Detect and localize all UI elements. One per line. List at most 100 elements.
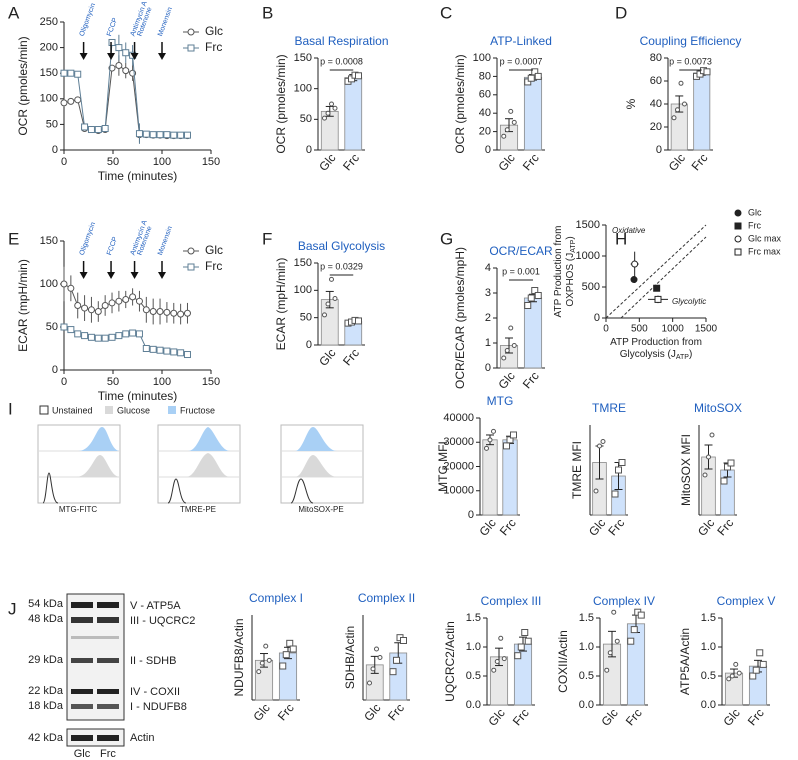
x-tick-label: Glc <box>598 706 620 729</box>
x-axis-label: Time (minutes) <box>98 389 178 403</box>
marker <box>279 662 287 670</box>
marker <box>607 650 613 656</box>
marker <box>101 334 109 342</box>
x-tick-label: Glc <box>495 369 517 392</box>
marker <box>682 101 687 107</box>
panel-label: F <box>262 229 272 248</box>
bar <box>502 439 518 516</box>
legend-label: Unstained <box>52 405 93 415</box>
marker <box>183 131 191 139</box>
western-blot: 54 kDa 48 kDa 29 kDa 22 kDa 18 kDa 42 kD… <box>28 593 195 760</box>
marker <box>149 308 157 316</box>
legend-label: Glc <box>748 207 762 217</box>
y-tick-label: 0.5 <box>579 670 594 682</box>
reference-line <box>605 224 707 319</box>
y-tick-label: 20 <box>650 121 662 133</box>
y-axis-label: % <box>624 98 638 109</box>
marker <box>654 295 662 303</box>
p-value: p = 0.0329 <box>320 261 363 271</box>
y-tick-label: 0 <box>485 144 491 156</box>
legend-marker <box>734 235 742 243</box>
marker <box>67 326 75 334</box>
x-tick-label: Frc <box>689 151 711 173</box>
x-tick-label: 150 <box>202 376 220 388</box>
kda-marker: 54 kDa <box>28 598 64 610</box>
marker <box>618 459 626 466</box>
marker <box>115 297 123 305</box>
y-tick-label: 40000 <box>443 412 474 424</box>
marker <box>108 299 116 307</box>
annotation-arrowhead <box>158 272 166 279</box>
x-tick-label: Frc <box>623 706 645 728</box>
legend-label: Frc max <box>748 246 781 256</box>
marker <box>534 72 542 80</box>
marker <box>325 110 331 116</box>
marker <box>524 637 532 645</box>
marker <box>81 304 89 312</box>
marker <box>370 666 376 672</box>
annotation-arrowhead <box>107 272 116 279</box>
x-tick-label: Frc <box>745 706 767 728</box>
x-tick-label: Glc <box>586 516 608 539</box>
y-tick-label: 1.0 <box>466 641 481 653</box>
band-label: II - SDHB <box>130 655 176 667</box>
marker <box>170 131 178 139</box>
annotation-arrowhead <box>158 53 166 60</box>
x-tick-label: Glc <box>316 151 338 174</box>
bar <box>523 76 543 151</box>
panel-label: B <box>262 3 273 22</box>
y-tick-label: 0 <box>656 144 662 156</box>
y-tick-label: 50 <box>46 321 58 333</box>
y-tick-label: 1.0 <box>701 641 716 653</box>
axis-label: ATP Production from Glycolysis (JATP) <box>610 337 702 361</box>
band-label: Actin <box>130 732 154 744</box>
y-tick-label: 0 <box>468 509 474 521</box>
y-axis-label: NDUFB8/Actin <box>232 618 246 696</box>
x-tick-label: 50 <box>107 376 119 388</box>
axis-label-sub: ATP <box>676 354 689 361</box>
bar <box>344 77 363 151</box>
y-tick-label: 100 <box>40 278 58 290</box>
flow-histograms: Unstained Glucose Fructose MTG-FITC TMRE… <box>37 405 364 514</box>
marker <box>67 97 75 105</box>
marker <box>377 655 383 660</box>
x-tick-label: Frc <box>714 516 736 538</box>
marker <box>706 454 711 460</box>
axis-label-line: Glycolysis (J <box>620 349 676 360</box>
y-tick-label: 80 <box>650 52 662 64</box>
axis-label-line: OXPHOS (J <box>565 253 576 307</box>
x-tick-label: 1000 <box>662 324 685 335</box>
marker <box>501 133 507 139</box>
chart-title: TMRE <box>592 401 626 415</box>
axis-label-line: ATP Production from <box>553 226 564 318</box>
marker <box>400 637 407 644</box>
y-tick-label: 0 <box>306 144 312 156</box>
marker <box>266 657 272 663</box>
kda-marker: 42 kDa <box>28 732 64 744</box>
panel-label: G <box>440 229 453 248</box>
y-axis-label: TMRE MFI <box>570 441 584 499</box>
y-axis-label: ECAR (mpH/min) <box>16 259 30 352</box>
marker <box>332 105 338 111</box>
marker <box>491 667 497 673</box>
marker <box>74 70 82 78</box>
marker <box>156 131 164 139</box>
marker <box>156 346 164 354</box>
histogram-panel <box>37 424 121 504</box>
annotation-label: Monensin <box>157 6 174 37</box>
marker <box>108 38 116 46</box>
marker <box>87 333 95 341</box>
y-axis-label: OCR/ECAR (pmoles/mpH) <box>453 247 467 389</box>
legend-label: Glc max <box>748 233 782 243</box>
lane-label: Frc <box>100 748 116 760</box>
legend-label: Frc <box>205 40 222 54</box>
panel-label: E <box>8 229 19 248</box>
panel-label: J <box>8 599 17 618</box>
y-tick-label: 200 <box>40 42 58 54</box>
marker <box>508 108 514 114</box>
y-tick-label: 0 <box>485 362 491 374</box>
y-axis-label: OCR (pmoles/min) <box>453 54 467 153</box>
kda-marker: 48 kDa <box>28 613 64 625</box>
marker <box>142 345 150 352</box>
chart-title: MTG <box>487 394 514 408</box>
